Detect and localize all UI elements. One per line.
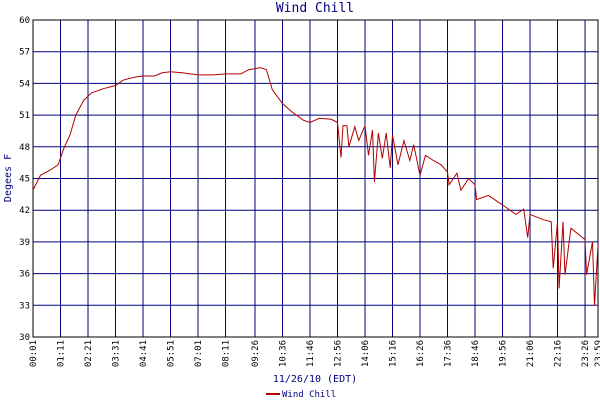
y-tick-label: 33 [19,301,30,311]
x-tick-label: 01:11 [57,340,67,367]
y-tick-label: 57 [19,48,30,58]
y-tick-label: 42 [19,206,30,216]
chart-title: Wind Chill [276,1,354,16]
x-tick-label: 22:16 [554,340,564,367]
x-tick-label: 23:26 [581,340,591,367]
x-tick-label: 00:01 [29,340,39,367]
y-tick-label: 36 [19,270,30,280]
legend-label: Wind Chill [282,390,336,400]
x-tick-label: 12:56 [334,340,344,367]
x-tick-label: 02:21 [84,340,94,367]
x-tick-label: 16:26 [416,340,426,367]
x-tick-label: 23:59 [594,340,600,367]
x-axis-label: 11/26/10 (EDT) [273,374,357,385]
y-tick-label: 45 [19,175,30,185]
x-tick-label: 07:01 [194,340,204,367]
x-tick-label: 09:26 [251,340,261,367]
x-tick-label: 14:06 [361,340,371,367]
y-tick-label: 60 [19,16,30,26]
y-tick-label: 51 [19,111,30,121]
y-tick-label: 39 [19,238,30,248]
x-tick-label: 05:51 [167,340,177,367]
x-tick-label: 21:06 [526,340,536,367]
x-tick-label: 11:46 [306,340,316,367]
line [32,67,599,306]
x-tick-label: 15:16 [389,340,399,367]
x-tick-label: 18:46 [471,340,481,367]
x-tick-label: 04:41 [139,340,149,367]
y-tick-label: 48 [19,143,30,153]
y-tick-label: 54 [19,79,30,89]
x-tick-label: 19:56 [499,340,509,367]
x-tick-label: 10:36 [278,340,288,367]
x-tick-label: 03:31 [112,340,122,367]
plot-border [32,19,599,338]
x-tick-label: 17:36 [444,340,454,367]
x-tick-label: 08:11 [222,340,232,367]
y-axis-label: Degees F [3,154,14,202]
y-tick-label: 30 [19,333,30,343]
